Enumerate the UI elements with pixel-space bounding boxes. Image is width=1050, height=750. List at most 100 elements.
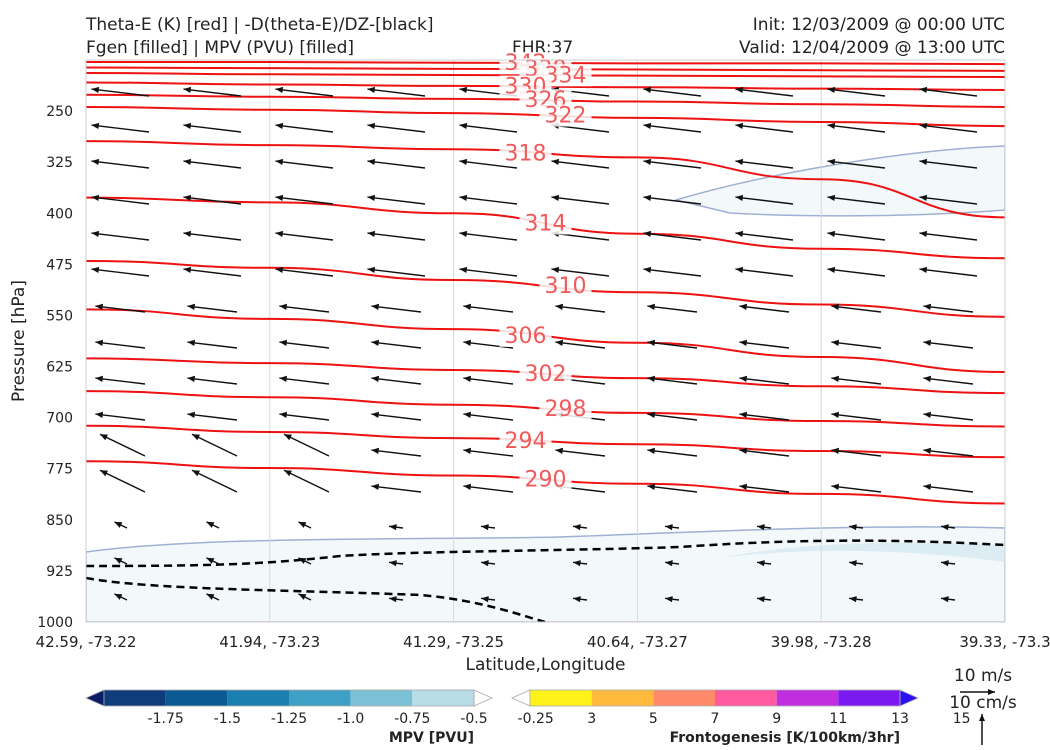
- wind-arrow: [367, 266, 426, 277]
- wind-arrow: [573, 560, 588, 567]
- wind-arrow: [849, 560, 864, 567]
- colorbar-tick: 7: [711, 711, 720, 727]
- colorbar-outline: [529, 689, 901, 707]
- wind-arrow: [481, 560, 496, 567]
- wind-arrow: [919, 230, 978, 241]
- colorbar-segment: [412, 690, 474, 706]
- x-tick-label: 39.98, -73.28: [771, 633, 872, 651]
- wind-arrow: [739, 483, 790, 493]
- wind-arrow: [647, 339, 698, 349]
- wind-arrow: [183, 194, 242, 205]
- wind-arrow: [367, 230, 426, 241]
- wind-arrow: [647, 375, 698, 385]
- wind-arrow: [371, 339, 422, 349]
- y-tick-label: 400: [46, 206, 73, 222]
- colorbar-segment: [350, 690, 413, 706]
- wind-arrow: [831, 375, 882, 385]
- wind-arrow: [275, 194, 334, 205]
- wind-arrow: [831, 411, 882, 421]
- wind-arrow: [275, 158, 334, 169]
- contour-label-bg: [519, 363, 572, 386]
- wind-arrow: [114, 521, 128, 529]
- colorbar-extend-low: [85, 689, 105, 707]
- wind-scale-horizontal: 10 m/s: [954, 666, 1012, 686]
- wind-arrow: [183, 158, 242, 169]
- y-tick-label: 850: [46, 513, 73, 529]
- wind-arrow: [187, 411, 238, 421]
- wind-arrow: [739, 411, 790, 421]
- wind-arrow: [757, 560, 772, 567]
- wind-arrow: [941, 524, 956, 531]
- wind-arrow: [647, 303, 698, 313]
- wind-arrow: [647, 483, 698, 493]
- wind-arrow: [919, 122, 978, 133]
- wind-arrow: [191, 469, 238, 493]
- wind-arrow: [665, 596, 680, 603]
- x-tick-label: 40.64, -73.27: [587, 633, 688, 651]
- wind-arrow: [923, 447, 974, 457]
- wind-arrow: [275, 230, 334, 241]
- wind-arrow: [481, 596, 496, 603]
- y-tick-label: 325: [46, 155, 73, 171]
- wind-scale-vertical: 10 cm/s: [949, 693, 1017, 713]
- x-tick-label: 42.59, -73.22: [36, 633, 137, 651]
- colorbar-label: MPV [PVU]: [389, 730, 474, 746]
- contour-label-302: 302: [525, 362, 567, 387]
- y-tick-label: 775: [46, 462, 73, 478]
- colorbar-tick: -0.5: [460, 711, 487, 727]
- wind-scale-arrowhead-h: [988, 689, 995, 695]
- wind-arrow: [367, 86, 426, 97]
- contour-label-bg: [499, 142, 552, 165]
- wind-arrow: [555, 447, 606, 457]
- y-axis-label: Pressure [hPa]: [9, 280, 29, 402]
- wind-arrow: [827, 86, 886, 97]
- colorbar-segment: [227, 690, 289, 706]
- wind-arrow: [183, 266, 242, 277]
- wind-arrow: [757, 524, 772, 531]
- stability-contour-lower: [86, 576, 546, 622]
- wind-arrow: [371, 411, 422, 421]
- wind-arrow: [735, 122, 794, 133]
- wind-arrow: [481, 524, 496, 531]
- wind-arrow: [275, 122, 334, 133]
- wind-arrow: [643, 266, 702, 277]
- contour-label-310: 310: [545, 274, 587, 299]
- wind-arrow: [114, 593, 128, 601]
- wind-arrow: [831, 447, 882, 457]
- wind-arrow: [463, 483, 514, 493]
- chart-title-line2: Fgen [filled] | MPV (PVU) [filled]: [86, 38, 355, 58]
- wind-arrow: [279, 303, 330, 313]
- wind-arrow: [371, 447, 422, 457]
- wind-arrow: [735, 158, 794, 169]
- wind-arrow: [463, 411, 514, 421]
- theta-e-contour-318: [86, 140, 1005, 219]
- mpv-inner-fill: [720, 542, 1005, 562]
- wind-arrow: [91, 230, 150, 241]
- colorbar-segment: [104, 690, 166, 706]
- contour-label-bg: [499, 430, 552, 453]
- wind-arrow: [643, 86, 702, 97]
- colorbar-segment: [530, 690, 592, 706]
- wind-arrow: [647, 411, 698, 421]
- wind-arrow: [95, 339, 146, 349]
- wind-arrow: [551, 266, 610, 277]
- contour-label-298: 298: [545, 397, 587, 422]
- wind-scale-arrowhead-v: [979, 714, 985, 721]
- x-tick-label: 41.29, -73.25: [403, 633, 504, 651]
- wind-arrow: [95, 375, 146, 385]
- contour-label-290: 290: [525, 468, 567, 493]
- contour-label-bg: [539, 64, 592, 87]
- contour-label-318: 318: [505, 141, 547, 166]
- wind-arrow: [459, 194, 518, 205]
- wind-arrow: [99, 433, 146, 457]
- wind-arrow: [279, 339, 330, 349]
- wind-arrow: [827, 266, 886, 277]
- wind-arrow: [827, 194, 886, 205]
- contour-label-322: 322: [545, 104, 587, 129]
- contour-label-314: 314: [525, 211, 567, 236]
- wind-arrow: [573, 596, 588, 603]
- colorbar-tick: -1.5: [214, 711, 241, 727]
- colorbar-tick: -1.0: [337, 711, 364, 727]
- stability-contour-upper: [86, 539, 1005, 568]
- wind-arrow: [739, 447, 790, 457]
